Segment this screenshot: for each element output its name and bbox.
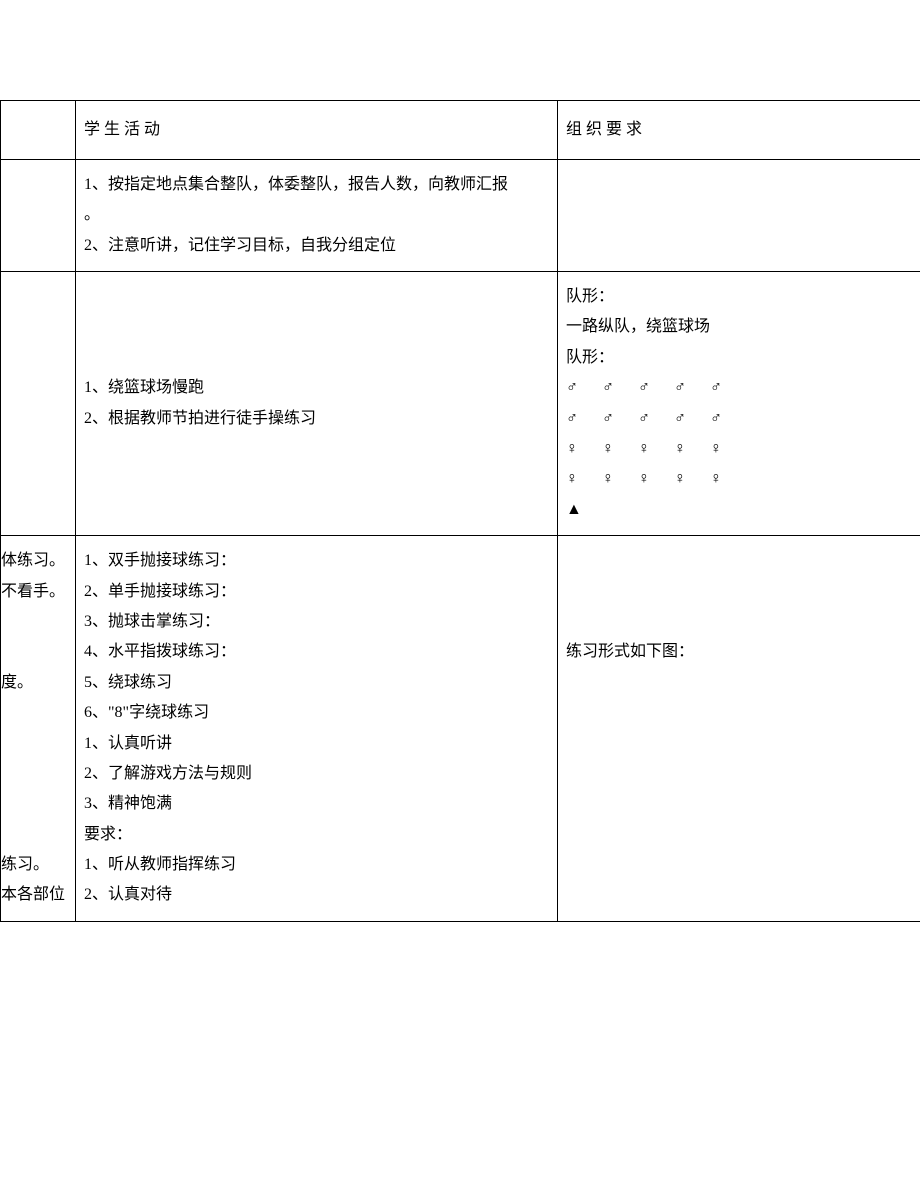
row3-m3: 3、抛球击掌练习： — [84, 607, 551, 637]
row2-left — [1, 272, 76, 536]
header-row: 学 生 活 动 组 织 要 求 — [1, 100, 920, 159]
row3-left-l3: 度。 — [1, 668, 73, 698]
header-col-organization: 组 织 要 求 — [558, 100, 920, 159]
row3-right-r1: 练习形式如下图： — [566, 637, 914, 667]
row-3: 体练习。 不看手。 度。 练习。 本各部位 1、双手抛接球练习： 2、单手抛接球… — [1, 536, 920, 922]
row2-mid-line1: 1、绕篮球场慢跑 — [84, 373, 551, 403]
row2-student-activity: 1、绕篮球场慢跑 2、根据教师节拍进行徒手操练习 — [76, 272, 558, 536]
row3-m5: 5、绕球练习 — [84, 668, 551, 698]
row3-left-gap6 — [1, 789, 73, 819]
row3-student-activity: 1、双手抛接球练习： 2、单手抛接球练习： 3、抛球击掌练习： 4、水平指拨球练… — [76, 536, 558, 922]
spacer-row — [1, 0, 920, 100]
row3-left-gap5 — [1, 759, 73, 789]
header-col-left — [1, 100, 76, 159]
row3-right-gap3 — [566, 607, 914, 637]
row2-formation-female-1: ♀ ♀ ♀ ♀ ♀ — [566, 434, 914, 464]
lesson-plan-table: 学 生 活 动 组 织 要 求 1、按指定地点集合整队，体委整队，报告人数，向教… — [0, 0, 920, 922]
row3-left: 体练习。 不看手。 度。 练习。 本各部位 — [1, 536, 76, 922]
row3-right-gap2 — [566, 577, 914, 607]
row1-left — [1, 159, 76, 271]
row3-left-gap3 — [1, 698, 73, 728]
row2-right-line3: 队形： — [566, 343, 914, 373]
row3-m10: 要求： — [84, 820, 551, 850]
header-col-student-activity: 学 生 活 动 — [76, 100, 558, 159]
row1-mid-line1b: 。 — [84, 200, 551, 230]
row3-left-l1: 体练习。 — [1, 546, 73, 576]
row3-m1: 1、双手抛接球练习： — [84, 546, 551, 576]
row2-formation-male-2: ♂ ♂ ♂ ♂ ♂ — [566, 404, 914, 434]
row3-m2: 2、单手抛接球练习： — [84, 577, 551, 607]
row2-right-line1: 队形： — [566, 282, 914, 312]
row3-organization: 练习形式如下图： — [558, 536, 920, 922]
row2-formation-female-2: ♀ ♀ ♀ ♀ ♀ — [566, 464, 914, 494]
row3-left-l4: 练习。 — [1, 850, 73, 880]
row3-m11: 1、听从教师指挥练习 — [84, 850, 551, 880]
row2-mid-line2: 2、根据教师节拍进行徒手操练习 — [84, 404, 551, 434]
row3-m4: 4、水平指拨球练习： — [84, 637, 551, 667]
row3-m9: 3、精神饱满 — [84, 789, 551, 819]
row3-left-l5: 本各部位 — [1, 880, 73, 910]
row3-left-gap4 — [1, 729, 73, 759]
row2-formation-male-1: ♂ ♂ ♂ ♂ ♂ — [566, 373, 914, 403]
row3-left-l2: 不看手。 — [1, 577, 73, 607]
row1-mid-line1: 1、按指定地点集合整队，体委整队，报告人数，向教师汇报 — [84, 170, 551, 200]
row3-m7: 1、认真听讲 — [84, 729, 551, 759]
row3-m8: 2、了解游戏方法与规则 — [84, 759, 551, 789]
row1-mid-line2: 2、注意听讲，记住学习目标，自我分组定位 — [84, 231, 551, 261]
row3-m12: 2、认真对待 — [84, 880, 551, 910]
row3-m6: 6、"8"字绕球练习 — [84, 698, 551, 728]
spacer-cell — [1, 0, 920, 100]
row3-left-gap2 — [1, 637, 73, 667]
row2-triangle: ▲ — [566, 495, 914, 525]
row-2: 1、绕篮球场慢跑 2、根据教师节拍进行徒手操练习 队形： 一路纵队，绕篮球场 队… — [1, 272, 920, 536]
row3-left-gap7 — [1, 820, 73, 850]
row1-student-activity: 1、按指定地点集合整队，体委整队，报告人数，向教师汇报 。 2、注意听讲，记住学… — [76, 159, 558, 271]
row3-left-gap1 — [1, 607, 73, 637]
row2-right-line2: 一路纵队，绕篮球场 — [566, 312, 914, 342]
row-1: 1、按指定地点集合整队，体委整队，报告人数，向教师汇报 。 2、注意听讲，记住学… — [1, 159, 920, 271]
row1-organization — [558, 159, 920, 271]
row2-organization: 队形： 一路纵队，绕篮球场 队形： ♂ ♂ ♂ ♂ ♂ ♂ ♂ ♂ ♂ ♂ ♀ … — [558, 272, 920, 536]
row3-right-gap1 — [566, 546, 914, 576]
